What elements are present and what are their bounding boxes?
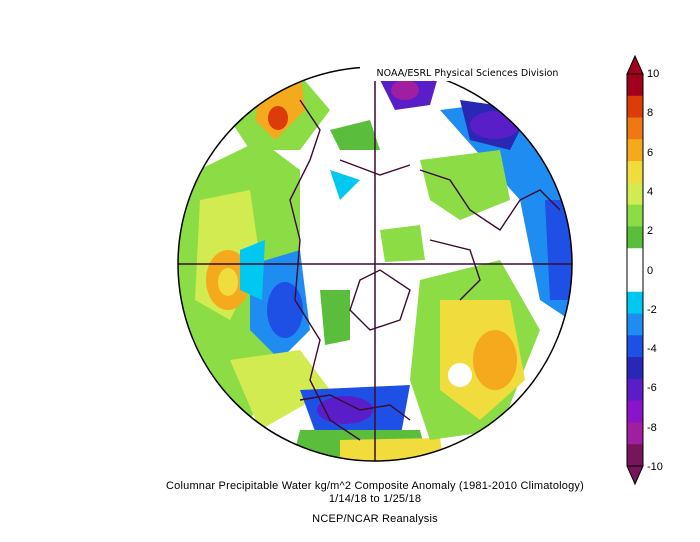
anomaly-field <box>178 67 572 461</box>
colorbar-segment <box>627 313 643 336</box>
colorbar-segment <box>627 400 643 423</box>
colorbar-segment <box>627 422 643 445</box>
colorbar-segment <box>627 335 643 358</box>
colorbar-segment <box>627 270 643 293</box>
caption-dates: 1/14/18 to 1/25/18 <box>328 493 422 505</box>
colorbar-tick-label: -6 <box>647 382 657 395</box>
colorbar-tick-label: 0 <box>647 264 654 277</box>
caption-source: NCEP/NCAR Reanalysis <box>312 513 438 525</box>
colorbar-tick-label: 10 <box>647 68 660 80</box>
colorbar-segment <box>627 226 643 249</box>
colorbar-segment <box>627 74 643 97</box>
colorbar-tick-label: -10 <box>647 461 663 473</box>
colorbar-segment <box>627 182 643 206</box>
colorbar-tick-label: -2 <box>647 303 657 316</box>
colorbar-segment <box>627 204 643 227</box>
colorbar-segment <box>627 161 643 184</box>
colorbar-tick-label: 6 <box>647 146 654 159</box>
credit-label: NOAA/ESRL Physical Sciences Division <box>360 66 575 81</box>
colorbar-segment <box>627 139 643 162</box>
colorbar-tick-label: -8 <box>647 421 657 434</box>
colorbar-segment <box>627 95 643 119</box>
colorbar-segment <box>627 117 643 140</box>
colorbar-tick-label: -4 <box>647 343 657 356</box>
colorbar-tick-label: 2 <box>647 225 654 238</box>
colorbar-segment <box>627 248 643 271</box>
colorbar-segment <box>627 291 643 315</box>
colorbar-min-arrow <box>626 465 644 486</box>
colorbar-segment <box>627 444 643 467</box>
colorbar-max-arrow <box>626 54 644 75</box>
colorbar-segment <box>627 378 643 402</box>
colorbar-segment <box>627 357 643 380</box>
colorbar <box>626 54 644 486</box>
colorbar-tick-label: 4 <box>647 185 654 198</box>
caption-title: Columnar Precipitable Water kg/m^2 Compo… <box>166 480 584 492</box>
coastlines <box>289 99 561 441</box>
colorbar-tick-label: 8 <box>647 107 654 120</box>
